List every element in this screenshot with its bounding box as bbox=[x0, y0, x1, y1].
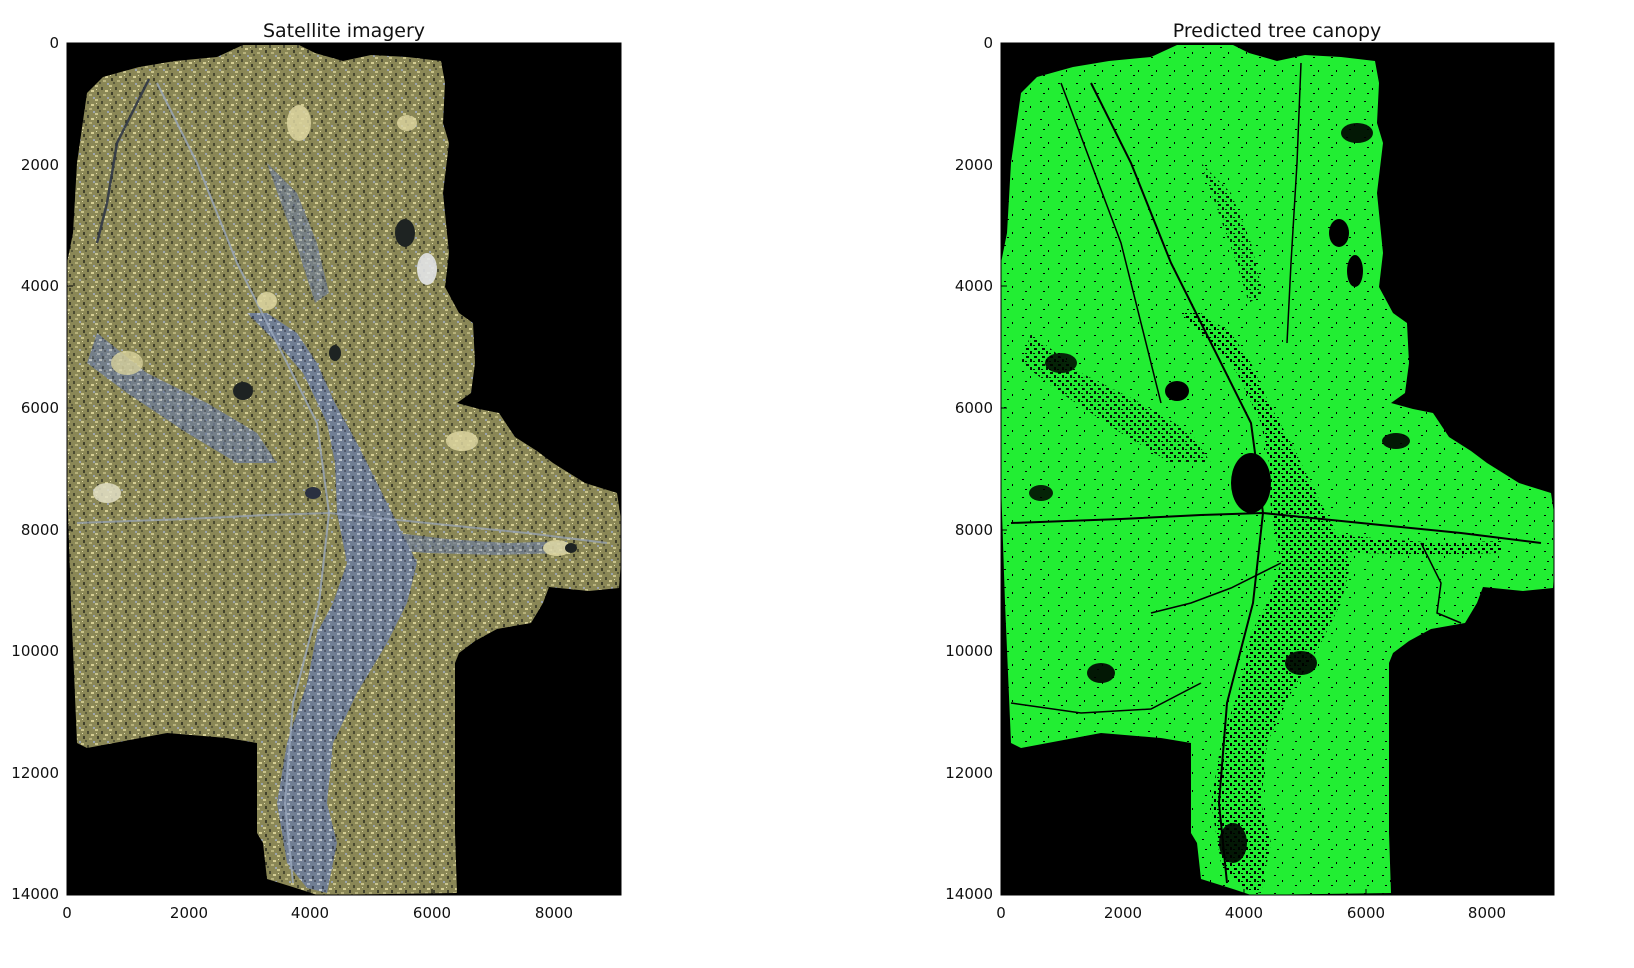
y-tick-label: 0 bbox=[49, 34, 59, 52]
x-axis: 0 2000 4000 6000 8000 bbox=[996, 889, 1506, 922]
x-tick-label: 2000 bbox=[170, 904, 208, 922]
imagery-water bbox=[305, 487, 321, 499]
y-tick-label: 14000 bbox=[11, 885, 59, 903]
imagery-field bbox=[397, 115, 417, 131]
panel-title: Satellite imagery bbox=[263, 20, 425, 42]
x-tick-label: 8000 bbox=[1468, 904, 1506, 922]
canopy-gap bbox=[1165, 381, 1189, 401]
canopy-road bbox=[1420, 542, 1462, 624]
canopy-road bbox=[1010, 682, 1202, 714]
panel-title: Predicted tree canopy bbox=[1173, 20, 1382, 42]
imagery-field bbox=[446, 431, 478, 451]
canopy-gap bbox=[1045, 353, 1077, 373]
canopy-gap bbox=[1087, 663, 1115, 683]
imagery-field bbox=[257, 292, 277, 310]
x-tick-label: 0 bbox=[996, 904, 1006, 922]
y-tick-label: 14000 bbox=[945, 885, 993, 903]
y-tick-label: 10000 bbox=[11, 642, 59, 660]
satellite-imagery bbox=[67, 43, 621, 895]
canopy-gap bbox=[1347, 255, 1363, 287]
y-tick-label: 2000 bbox=[21, 156, 59, 174]
panel-predicted-tree-canopy: Predicted tree canopy bbox=[945, 20, 1555, 922]
x-tick-label: 4000 bbox=[1225, 904, 1263, 922]
canopy-road bbox=[1010, 511, 1542, 544]
y-axis: 0 2000 4000 6000 8000 10000 12000 14000 bbox=[11, 34, 73, 903]
imagery-field bbox=[93, 483, 121, 503]
canopy-road bbox=[1060, 82, 1162, 404]
axes-frame bbox=[66, 42, 622, 896]
y-tick-label: 12000 bbox=[11, 764, 59, 782]
y-tick-label: 6000 bbox=[955, 399, 993, 417]
y-tick-label: 8000 bbox=[955, 521, 993, 539]
imagery-field bbox=[111, 351, 143, 375]
x-tick-label: 2000 bbox=[1104, 904, 1142, 922]
canopy-urban-east bbox=[1281, 523, 1501, 555]
canopy-gap bbox=[1231, 453, 1271, 513]
canopy-urban-north bbox=[1201, 163, 1263, 303]
canopy-gap bbox=[1329, 219, 1349, 247]
imagery-field bbox=[417, 253, 437, 285]
y-tick-label: 10000 bbox=[945, 642, 993, 660]
predicted-tree-canopy bbox=[1001, 43, 1554, 895]
x-tick-label: 0 bbox=[62, 904, 72, 922]
imagery-water bbox=[329, 345, 341, 361]
canopy-road bbox=[1286, 62, 1302, 344]
imagery-water bbox=[233, 382, 253, 400]
canopy-gap bbox=[1382, 433, 1410, 449]
imagery-urban-east bbox=[347, 523, 567, 555]
imagery-urban-north bbox=[267, 163, 329, 303]
y-tick-label: 8000 bbox=[21, 521, 59, 539]
axes-frame bbox=[1000, 42, 1555, 896]
imagery-road-2 bbox=[76, 511, 608, 544]
y-tick-label: 2000 bbox=[955, 156, 993, 174]
y-tick-label: 4000 bbox=[955, 277, 993, 295]
y-tick-label: 4000 bbox=[21, 277, 59, 295]
y-axis: 0 2000 4000 6000 8000 10000 12000 14000 bbox=[945, 34, 1007, 903]
panel-satellite-imagery: Satellite imagery bbox=[11, 20, 622, 922]
canopy-gap bbox=[1341, 123, 1373, 143]
x-tick-label: 8000 bbox=[535, 904, 573, 922]
y-tick-label: 12000 bbox=[945, 764, 993, 782]
x-tick-label: 6000 bbox=[1347, 904, 1385, 922]
canopy-gap bbox=[1285, 651, 1317, 675]
y-tick-label: 0 bbox=[983, 34, 993, 52]
y-tick-label: 6000 bbox=[21, 399, 59, 417]
canopy-gap bbox=[1219, 823, 1247, 863]
canopy-road bbox=[1150, 562, 1282, 614]
imagery-field bbox=[287, 105, 311, 141]
x-tick-label: 6000 bbox=[413, 904, 451, 922]
imagery-water bbox=[395, 219, 415, 247]
x-tick-label: 4000 bbox=[291, 904, 329, 922]
canopy-gap bbox=[1029, 485, 1053, 501]
x-axis: 0 2000 4000 6000 8000 bbox=[62, 889, 573, 922]
imagery-water bbox=[565, 543, 577, 553]
imagery-river bbox=[95, 78, 151, 244]
imagery-road-1 bbox=[156, 82, 331, 884]
imagery-field bbox=[543, 540, 571, 556]
